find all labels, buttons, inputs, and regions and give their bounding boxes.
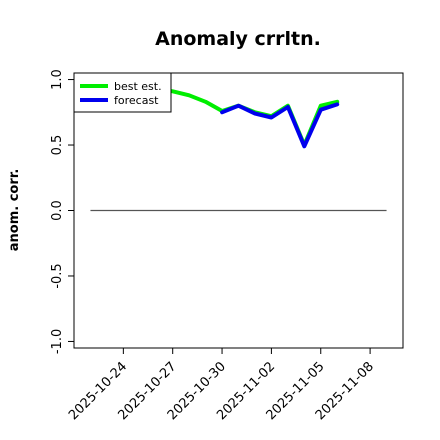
legend-box <box>73 72 172 113</box>
y-tick-label: 0.5 <box>50 135 65 156</box>
y-axis: -1.0 -0.5 0.0 0.5 1.0 <box>50 69 74 354</box>
y-tick-label: -1.0 <box>50 329 65 354</box>
y-axis-label: anom. corr. <box>7 169 22 252</box>
legend-label-best-est: best est. <box>114 80 162 93</box>
legend: best est. forecast <box>73 72 172 113</box>
series-line-forecast <box>220 102 340 149</box>
legend-label-forecast: forecast <box>114 94 159 107</box>
y-tick-label: -0.5 <box>50 263 65 288</box>
chart-title: Anomaly crrltn. <box>155 28 321 50</box>
x-axis: 2025-10-242025-10-272025-10-302025-11-02… <box>66 348 377 423</box>
y-tick-label: 1.0 <box>50 69 65 90</box>
y-tick-label: 0.0 <box>50 200 65 221</box>
